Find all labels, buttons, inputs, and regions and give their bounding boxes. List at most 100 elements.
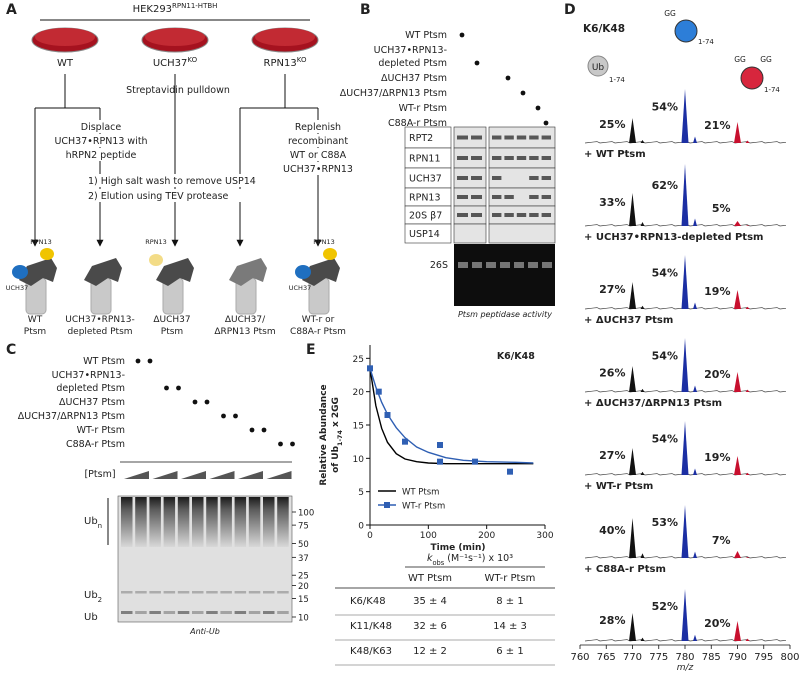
icon-label: 1-74 (764, 86, 780, 94)
blot-label: UCH37 (409, 174, 442, 185)
marker-label: 15 (298, 595, 309, 605)
lane-band (149, 611, 161, 614)
lane-smear (192, 497, 204, 547)
isotope-peak (693, 551, 697, 558)
lane-band (149, 591, 161, 594)
lane-band (121, 591, 133, 594)
sample-label: ΔUCH37 Ptsm (381, 73, 447, 84)
lane-band (263, 611, 275, 614)
isotope-peak (745, 140, 750, 143)
lane-band (263, 591, 275, 594)
lid (84, 258, 122, 286)
proteasome-icon (84, 258, 122, 315)
sample-dot (261, 427, 267, 433)
native-gel (454, 244, 555, 306)
isotope-peak (745, 472, 750, 475)
icon-label: UCH37 (6, 284, 28, 292)
percent-label: 62% (652, 179, 678, 192)
gel-label: 26S (430, 260, 448, 271)
sample-dot (535, 105, 541, 111)
blot-band (529, 213, 539, 217)
uch37 (295, 265, 311, 279)
blot-band (457, 156, 468, 160)
x-tick-label: 765 (597, 652, 616, 663)
lane-smear (248, 497, 261, 547)
rpn13 (149, 254, 163, 266)
blot-strip (453, 223, 487, 244)
sample-dot (249, 427, 255, 433)
lane-smear (121, 497, 133, 547)
sample-label: WT-r Ptsm (399, 103, 447, 114)
marker-label: 25 (298, 572, 309, 582)
blot-band (457, 195, 468, 199)
percent-label: 19% (704, 451, 730, 464)
proteasome-icon (149, 254, 194, 315)
peak (629, 282, 636, 309)
pulldown-label: Streptavidin pulldown (126, 85, 230, 96)
isotope-peak (693, 634, 697, 641)
x-tick-label: 0 (367, 531, 373, 541)
ub-label: Ubn (84, 516, 102, 530)
proteasome-icon (12, 248, 57, 315)
lane-band (206, 611, 218, 614)
lid (156, 258, 194, 286)
blot-band (504, 213, 514, 217)
lane-band (177, 611, 190, 614)
x-tick-label: 800 (780, 652, 799, 663)
uch37 (12, 265, 28, 279)
text-part: Ub (84, 590, 98, 601)
sample-label: WT Ptsm (405, 30, 447, 41)
text-part: RPN11-HTBH (172, 2, 217, 10)
peak (681, 89, 689, 143)
percent-label: 28% (599, 614, 625, 627)
x-tick-label: 200 (478, 531, 495, 541)
x-tick-label: 100 (420, 531, 437, 541)
gel-band (458, 262, 468, 268)
sample-dot (204, 399, 210, 405)
sample-dot (176, 385, 181, 391)
data-point (472, 458, 478, 465)
lane-band (220, 611, 232, 614)
text-part: 2 (98, 596, 102, 604)
isotope-peak (640, 637, 645, 641)
step-label: WT or C88A (290, 150, 347, 161)
dish-label: RPN13KO (264, 56, 307, 69)
data-point (367, 365, 373, 372)
step-label: UCH37•RPN13 (283, 164, 353, 175)
sample-dot (221, 413, 226, 419)
x-axis-title: m/z (677, 663, 694, 673)
percent-label: 54% (652, 101, 678, 114)
panel-letter: B (360, 2, 371, 18)
y-tick-label: 15 (353, 422, 364, 432)
sample-label: C88A-r Ptsm (388, 118, 447, 129)
concentration-wedge (209, 471, 235, 479)
table-header: kobs (M⁻¹s⁻¹) x 10³ (427, 553, 513, 567)
lane-band (234, 591, 247, 594)
percent-label: 27% (599, 449, 625, 462)
sample-label: depleted Ptsm (56, 383, 125, 394)
percent-label: 53% (652, 516, 678, 529)
label-bg (86, 174, 266, 187)
text-part: obs (432, 559, 444, 567)
lane-band (135, 591, 147, 594)
text-part: 1-74 (337, 430, 344, 446)
isotope-peak (693, 385, 697, 392)
lane-band (192, 591, 204, 594)
label-bg (286, 120, 350, 133)
isotope-peak (640, 553, 645, 558)
blot-band (471, 156, 482, 160)
label-bg (286, 148, 350, 161)
text-part: UCH37 (153, 58, 188, 69)
ub-icon (674, 19, 698, 43)
product-label: ΔRPN13 Ptsm (214, 327, 275, 337)
label-bg (58, 134, 144, 147)
blot-band (541, 135, 551, 140)
ptsm-label: [Ptsm] (84, 469, 115, 480)
marker-label: 20 (298, 582, 309, 592)
percent-label: 19% (704, 285, 730, 298)
isotope-peak (693, 136, 697, 143)
isotope-peak (693, 468, 697, 475)
marker-label: 100 (298, 509, 314, 519)
peak (681, 255, 689, 309)
caption: Anti-Ub (189, 627, 220, 636)
